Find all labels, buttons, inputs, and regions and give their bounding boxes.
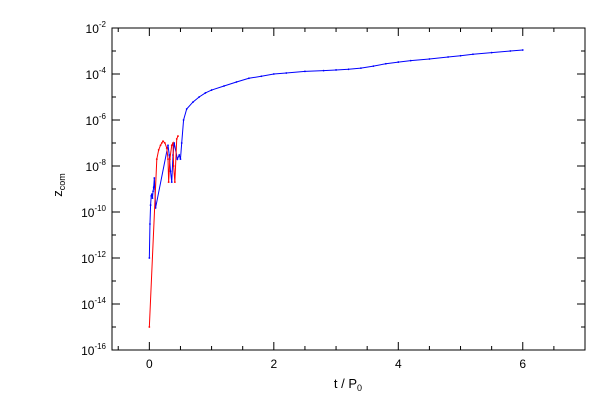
- data-point: [182, 119, 185, 121]
- x-axis-label-sub: 0: [357, 383, 362, 393]
- data-point: [173, 181, 176, 183]
- data-point: [152, 186, 155, 189]
- data-point: [459, 54, 462, 57]
- data-point: [159, 144, 162, 147]
- data-point: [178, 154, 181, 156]
- y-tick-label: 10-6: [86, 112, 107, 128]
- data-point: [152, 190, 154, 193]
- data-point: [167, 158, 169, 160]
- data-point: [272, 73, 275, 75]
- y-tick-label: 10-8: [86, 158, 107, 174]
- x-tick-label: 6: [519, 357, 526, 371]
- data-point: [175, 138, 178, 140]
- data-point: [148, 257, 151, 259]
- y-axis-label: zcom: [50, 173, 67, 197]
- data-point: [210, 89, 213, 91]
- data-point: [384, 62, 387, 65]
- data-point: [165, 147, 168, 150]
- data-point: [162, 140, 164, 143]
- data-point: [248, 77, 250, 80]
- data-point: [149, 223, 151, 225]
- x-tick-label: 0: [146, 357, 153, 371]
- data-point: [172, 165, 175, 167]
- y-tick-label: 10-12: [81, 250, 106, 266]
- data-point: [235, 81, 238, 83]
- data-point: [160, 142, 163, 144]
- data-point: [521, 49, 524, 51]
- data-point: [204, 92, 207, 94]
- series-layer: [148, 49, 524, 328]
- data-point: [304, 70, 306, 73]
- x-tick-label: 4: [395, 357, 402, 371]
- data-point: [185, 108, 188, 110]
- data-point: [168, 158, 171, 160]
- y-tick-label: 10-16: [81, 342, 106, 358]
- y-axis-label-main: z: [50, 190, 65, 197]
- data-point: [260, 75, 263, 78]
- data-point: [149, 204, 152, 206]
- data-point: [409, 59, 412, 62]
- series-line-0: [148, 49, 523, 259]
- data-point: [170, 144, 173, 147]
- y-tick-label: 10-14: [81, 296, 106, 312]
- data-point: [360, 67, 362, 70]
- data-point: [150, 193, 153, 196]
- data-point: [179, 158, 182, 160]
- data-point: [170, 181, 173, 183]
- data-point: [169, 170, 172, 173]
- data-point: [509, 50, 512, 52]
- data-point: [155, 158, 158, 160]
- data-point: [322, 69, 325, 72]
- y-tick-label: 10-10: [81, 204, 106, 220]
- data-point: [167, 181, 170, 183]
- x-tick-label: 2: [270, 357, 277, 371]
- data-point: [472, 53, 474, 56]
- data-point: [173, 142, 176, 144]
- data-point: [157, 149, 160, 151]
- data-point: [153, 177, 156, 179]
- data-point: [168, 154, 171, 156]
- data-point: [167, 144, 169, 147]
- data-point: [172, 142, 174, 144]
- data-point: [176, 158, 179, 160]
- data-point: [490, 51, 493, 54]
- data-point: [192, 101, 194, 103]
- y-axis-label-sub: com: [57, 173, 67, 190]
- y-tick-label: 10-2: [86, 20, 107, 36]
- data-point: [223, 85, 225, 87]
- data-point: [150, 195, 153, 197]
- x-axis-label-main: t / P: [334, 376, 357, 391]
- data-point: [372, 65, 375, 68]
- data-point: [177, 135, 179, 137]
- data-point: [347, 68, 350, 71]
- y-axis-ticks: 10-16 10-14 10-12 10-10 10-8 10-6 10-4 10-2: [81, 20, 585, 358]
- data-point: [335, 69, 337, 71]
- x-axis-label: t / P0: [334, 376, 362, 393]
- data-point: [148, 326, 151, 328]
- plot-frame: [111, 27, 586, 351]
- data-point: [198, 96, 201, 98]
- data-point: [428, 58, 431, 60]
- data-point: [164, 142, 166, 144]
- x-axis-ticks: 0 2 4 6: [117, 28, 586, 371]
- data-point: [151, 197, 154, 200]
- data-point: [180, 142, 183, 144]
- data-point: [397, 61, 400, 63]
- y-tick-label: 10-4: [86, 66, 107, 82]
- data-point: [285, 72, 288, 74]
- data-point: [447, 56, 449, 58]
